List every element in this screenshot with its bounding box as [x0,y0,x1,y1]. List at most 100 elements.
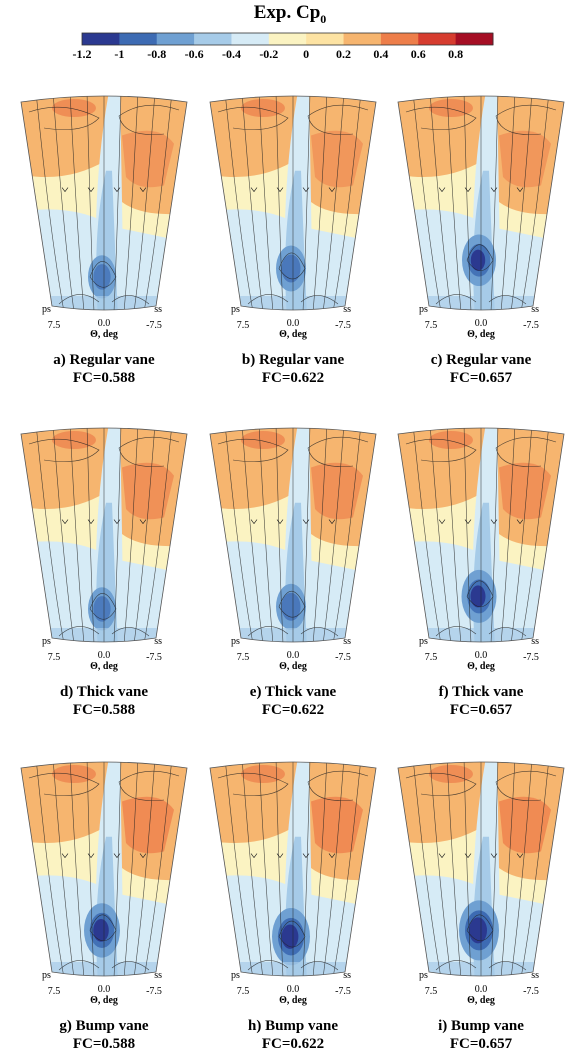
panel-fc-label: FC=0.622 [262,370,324,386]
contour-field [14,752,194,986]
contour-panel: ps ss7.5 0.0 -7.5Θ, degh) Bump vaneFC=0.622 [203,752,383,1052]
contour-band [52,99,96,117]
panel-fc-label: FC=0.657 [450,702,513,718]
tick-label-right: -7.5 [523,320,539,331]
x-axis-label: Θ, deg [90,661,118,672]
tick-label-mid: 0.0 [287,650,300,661]
panels-grid: ps ss 7.5 0.0 -7.5 Θ, deg a) Regular vane FC=0.… [14,86,571,1052]
contour-field [14,418,194,652]
ss-label: ss [531,970,539,981]
vortex-core [469,917,487,943]
ps-label: ps [231,636,240,647]
tick-label-mid: 0.0 [475,650,488,661]
colorbar-segment [157,33,195,45]
tick-label-right: -7.5 [335,320,351,331]
ss-label: ss [531,636,539,647]
contour-panel: ps ss7.5 0.0 -7.5Θ, degd) Thick vaneFC=0.58… [14,418,194,718]
tick-label-left: 7.5 [48,986,61,997]
contour-panel: ps ss7.5 0.0 -7.5Θ, degf) Thick vaneFC=0.65… [391,418,571,718]
tick-label-left: 7.5 [237,320,250,331]
panel-caption: g) Bump vane [59,1018,149,1034]
colorbar-tick-label: -0.2 [259,47,278,61]
panel-caption: c) Regular vane [431,352,532,368]
colorbar-segment [194,33,232,45]
tick-label-mid: 0.0 [287,318,300,329]
colorbar-tick-label: 0 [303,47,309,61]
tick-label-left: 7.5 [48,652,61,663]
panel-fc-label: FC=0.657 [450,1036,513,1052]
ss-label: ss [343,636,351,647]
colorbar-tick-label: -0.6 [185,47,204,61]
colorbar-tick-label: 0.6 [411,47,426,61]
panel-fc-label: FC=0.588 [73,370,135,386]
panel-caption: h) Bump vane [248,1018,338,1034]
colorbar-segment [269,33,307,45]
ps-label: ps [42,970,51,981]
contour-field [391,86,571,320]
ps-label: ps [419,636,428,647]
contour-panel: ps ss 7.5 0.0 -7.5 Θ, deg g) Bump vane FC=0.588 [14,752,194,1052]
contour-band [429,99,473,117]
contour-field [391,752,571,986]
ps-label: ps [419,970,428,981]
contour-field [391,418,571,652]
contour-band [391,86,486,177]
contour-panel: ps ss 7.5 0.0 -7.5 Θ, deg a) Regular vane FC=0.… [14,86,194,386]
panel-fc-label: FC=0.622 [262,702,324,718]
colorbar-segment [344,33,382,45]
contour-band [429,765,473,783]
panel-fc-label: FC=0.588 [73,1036,135,1052]
tick-label-mid: 0.0 [98,650,111,661]
contour-field [14,86,194,320]
vortex-core [282,593,301,621]
ss-label: ss [154,636,162,647]
contour-band [52,431,96,449]
vortex-core [282,924,299,948]
ss-label: ss [343,970,351,981]
contour-band [391,752,486,843]
ss-label: ss [154,970,162,981]
colorbar-tick-label: -1 [114,47,124,61]
contour-band [52,765,96,783]
colorbar-tick-label: -0.4 [222,47,241,61]
panel-fc-label: FC=0.588 [73,702,135,718]
ss-label: ss [154,304,162,315]
panel-caption: d) Thick vane [60,684,148,700]
ps-label: ps [419,304,428,315]
tick-label-mid: 0.0 [98,984,111,995]
x-axis-label: Θ, deg [90,995,118,1006]
x-axis-label: Θ, deg [279,329,307,340]
contour-panel: ps ss 7.5 0.0 -7.5 Θ, deg i) Bump vane FC=0.657 [391,752,571,1052]
colorbar-segment [231,33,269,45]
x-axis-label: Θ, deg [90,329,118,340]
panel-caption: f) Thick vane [439,684,524,700]
colorbar-segment [456,33,494,45]
contour-field [203,752,383,986]
ss-label: ss [343,304,351,315]
tick-label-right: -7.5 [146,320,162,331]
contour-band [203,752,298,843]
ps-label: ps [231,970,240,981]
panel-fc-label: FC=0.657 [450,370,513,386]
tick-label-right: -7.5 [523,986,539,997]
contour-band [241,99,285,117]
colorbar-segment [119,33,157,45]
panel-caption: b) Regular vane [242,352,345,368]
tick-label-right: -7.5 [335,652,351,663]
tick-label-left: 7.5 [425,652,438,663]
tick-label-left: 7.5 [425,986,438,997]
tick-label-right: -7.5 [523,652,539,663]
colorbar-tick-label: -1.2 [73,47,92,61]
tick-label-left: 7.5 [237,652,250,663]
colorbar-tick-label: -0.8 [147,47,166,61]
vortex-core [93,919,109,942]
contour-band [241,431,285,449]
contour-panel: ps ss7.5 0.0 -7.5Θ, degc) Regular vaneFC=0.… [391,86,571,386]
tick-label-mid: 0.0 [287,984,300,995]
colorbar-segment [306,33,344,45]
contour-band [14,86,109,177]
tick-label-right: -7.5 [146,986,162,997]
x-axis-label: Θ, deg [279,661,307,672]
contour-panel: ps ss7.5 0.0 -7.5Θ, dege) Thick vaneFC=0.62… [203,418,383,718]
ss-label: ss [531,304,539,315]
